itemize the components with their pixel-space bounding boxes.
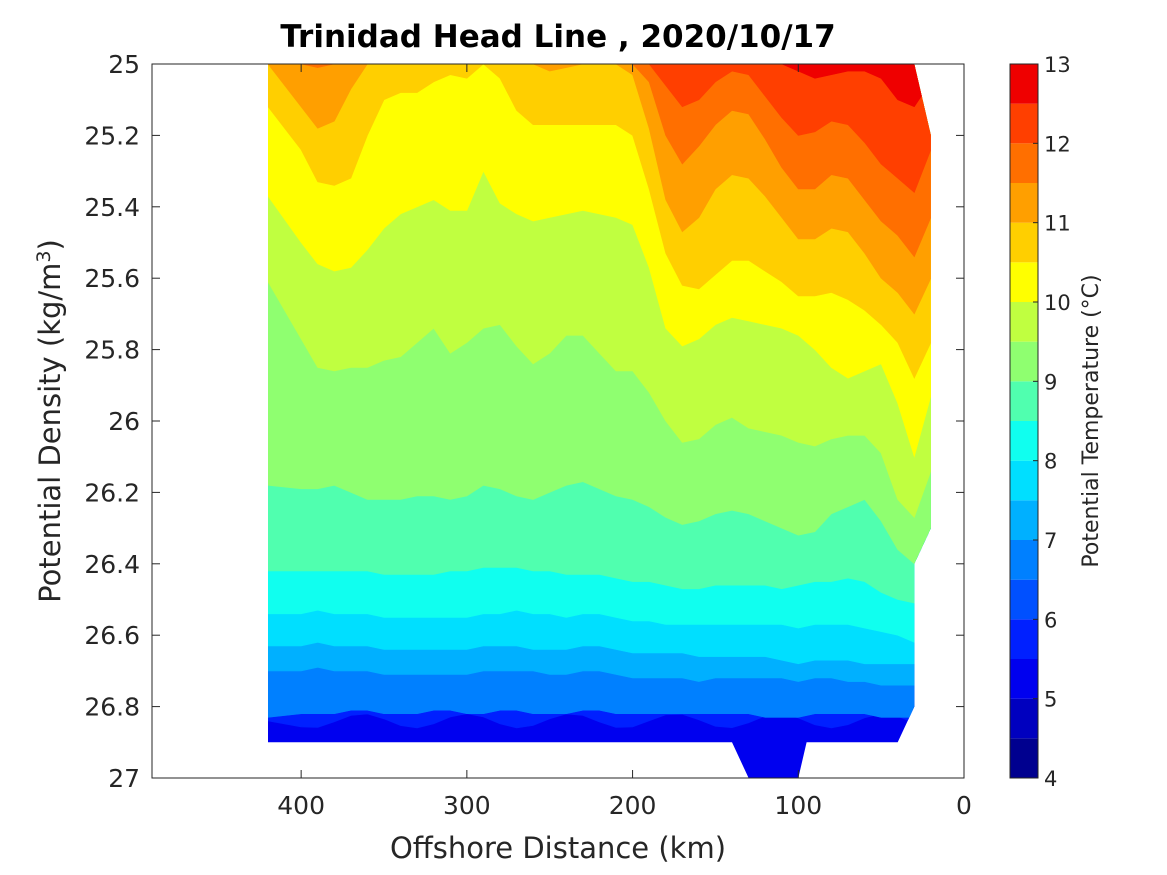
colorbar-tick-label: 9: [1044, 370, 1057, 394]
band-12: [268, 64, 931, 194]
x-tick-label: 0: [956, 791, 972, 820]
colorbar-segment: [1010, 183, 1038, 223]
y-axis-label-text: Potential Density (kg/m: [33, 263, 67, 603]
colorbar-segment: [1010, 540, 1038, 580]
colorbar-ticks: 4 5 6 7 8 9 10 11 12 13: [1033, 53, 1071, 791]
y-tick-label: 26.6: [84, 621, 140, 650]
y-tick-label: 25.2: [84, 121, 140, 150]
colorbar-tick-label: 6: [1044, 608, 1057, 632]
colorbar-tick-label: 11: [1044, 212, 1071, 236]
colorbar-tick-label: 4: [1044, 767, 1057, 791]
x-tick-label: 300: [443, 791, 491, 820]
colorbar-segment: [1010, 738, 1038, 778]
colorbar-segment: [1010, 103, 1038, 144]
colorbar: [1010, 64, 1038, 778]
colorbar-segment: [1010, 222, 1038, 263]
x-axis-label: Offshore Distance (km): [390, 831, 726, 865]
colorbar-segment: [1010, 698, 1038, 739]
y-tick-label: 25.6: [84, 264, 140, 293]
colorbar-segment: [1010, 619, 1038, 659]
y-tick-label: 26.2: [84, 478, 140, 507]
y-axis: 25 25.2 25.4 25.6 25.8 26 26.2 26.4 26.6 26.8 27: [84, 50, 964, 793]
colorbar-segment: [1010, 659, 1038, 699]
contour-bands: [268, 64, 931, 778]
y-axis-label-close: ): [33, 239, 67, 250]
colorbar-tick-label: 10: [1044, 291, 1071, 315]
y-tick-label: 26.8: [84, 693, 140, 722]
y-tick-label: 25.4: [84, 193, 140, 222]
band-12.5: [268, 64, 931, 108]
colorbar-label: Potential Temperature (°C): [1079, 274, 1104, 567]
colorbar-segment: [1010, 143, 1038, 183]
x-axis: 400 300 200 100 0: [277, 64, 972, 820]
colorbar-segment: [1010, 302, 1038, 342]
colorbar-segment: [1010, 381, 1038, 421]
colorbar-frame: [1009, 63, 1039, 779]
colorbar-segment: [1010, 421, 1038, 461]
chart-title: Trinidad Head Line , 2020/10/17: [280, 19, 835, 55]
y-axis-label-superscript: 3: [33, 250, 55, 262]
colorbar-tick-label: 12: [1044, 132, 1071, 156]
plot-area: [151, 63, 965, 779]
colorbar-tick-label: 7: [1044, 529, 1057, 553]
colorbar-tick-label: 5: [1044, 688, 1057, 712]
x-tick-label: 200: [609, 791, 657, 820]
y-tick-label: 26.4: [84, 550, 140, 579]
colorbar-segment: [1010, 500, 1038, 540]
y-tick-label: 27: [108, 764, 140, 793]
y-axis-label: Potential Density (kg/m3): [33, 239, 67, 603]
colorbar-segment: [1010, 460, 1038, 501]
colorbar-segment: [1010, 64, 1038, 104]
colorbar-segment: [1010, 262, 1038, 302]
colorbar-segment: [1010, 341, 1038, 382]
y-tick-label: 25: [108, 50, 140, 79]
x-tick-label: 100: [774, 791, 822, 820]
colorbar-tick-label: 8: [1044, 450, 1057, 474]
y-tick-label: 25.8: [84, 336, 140, 365]
colorbar-segment: [1010, 579, 1038, 620]
x-tick-label: 400: [277, 791, 325, 820]
y-tick-label: 26: [108, 407, 140, 436]
colorbar-tick-label: 13: [1044, 53, 1071, 77]
